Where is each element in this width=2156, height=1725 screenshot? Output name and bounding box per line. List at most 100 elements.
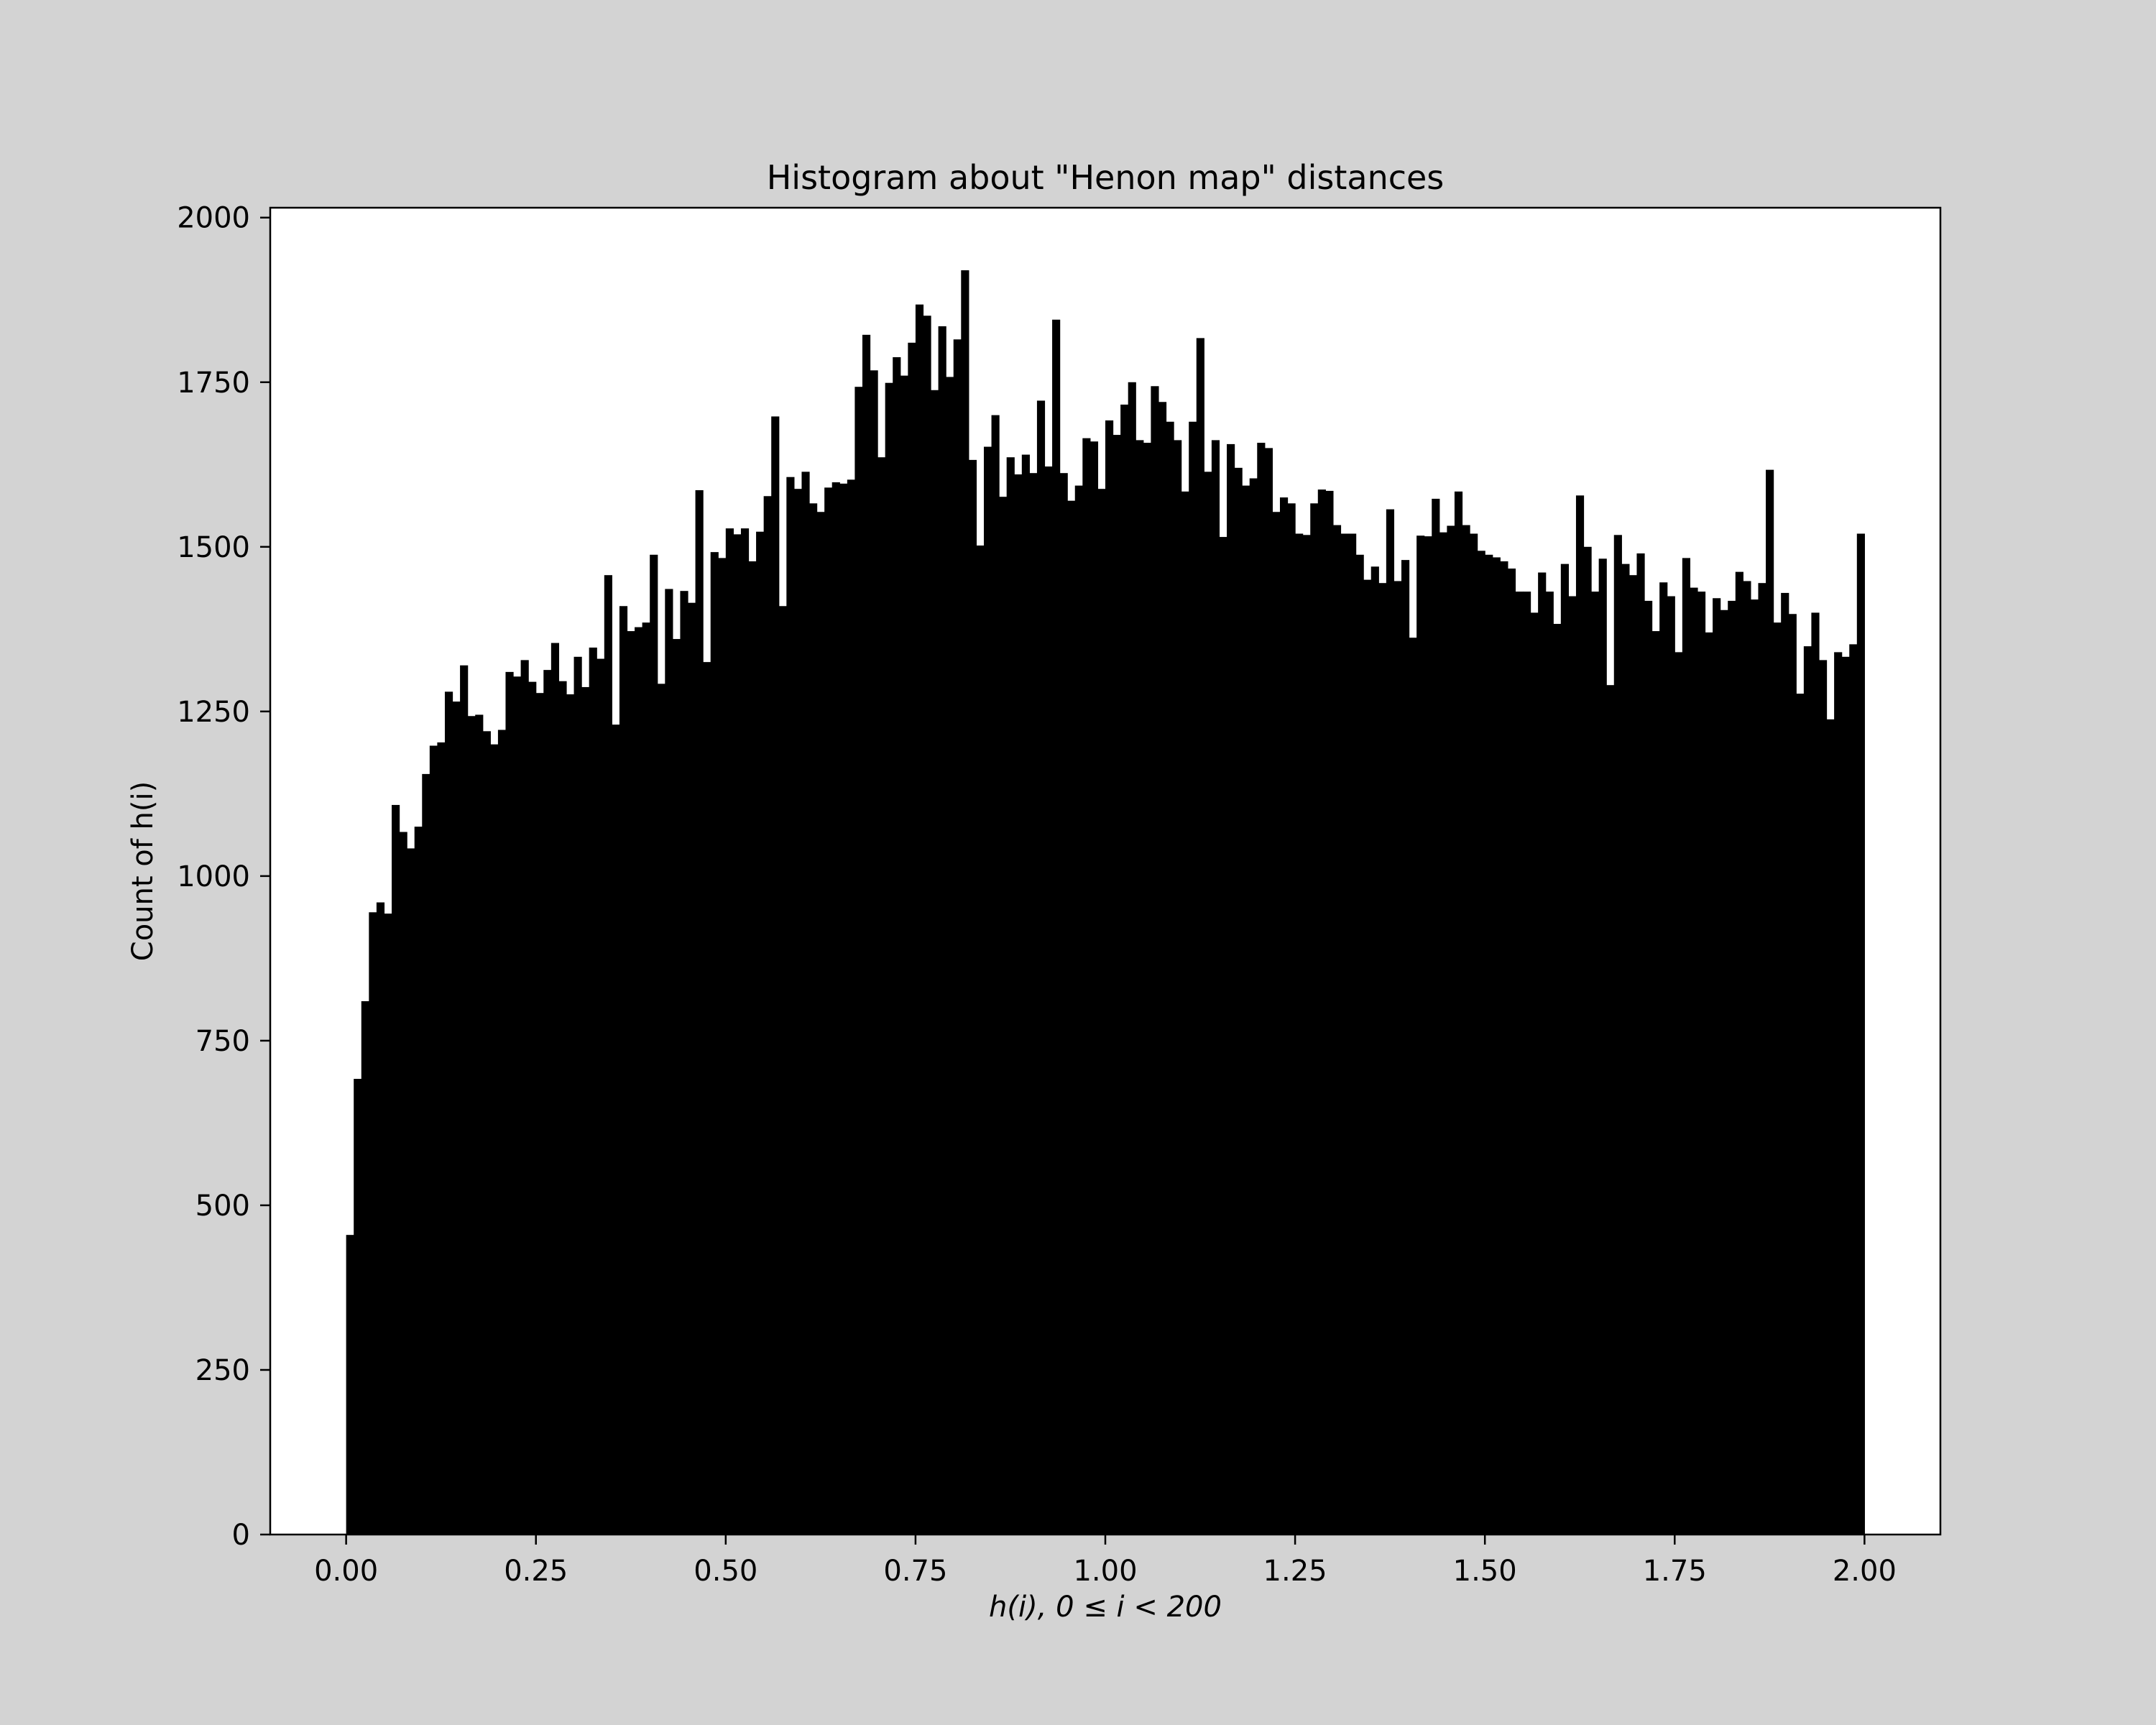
histogram-bar	[429, 745, 438, 1535]
histogram-bar	[467, 716, 476, 1535]
histogram-bar	[839, 483, 848, 1535]
histogram-bar	[490, 744, 499, 1535]
histogram-bar	[725, 528, 734, 1535]
y-tick-label: 250	[195, 1354, 250, 1387]
histogram-bar	[414, 827, 423, 1535]
histogram-bar	[1227, 443, 1235, 1535]
histogram-bar	[1447, 525, 1455, 1535]
histogram-bar	[1439, 532, 1447, 1535]
histogram-bar	[938, 326, 946, 1535]
histogram-bar	[1105, 420, 1114, 1535]
histogram-bar	[612, 724, 620, 1535]
histogram-bar	[1189, 421, 1197, 1535]
histogram-bar	[460, 665, 469, 1535]
histogram-bar	[1515, 592, 1524, 1535]
histogram-bar	[793, 489, 803, 1535]
histogram-bar	[354, 1079, 362, 1535]
histogram-bar	[1613, 535, 1622, 1535]
histogram-bar	[1174, 440, 1182, 1535]
histogram-bar	[1841, 656, 1850, 1535]
histogram-bar	[1834, 652, 1843, 1535]
y-tick-label: 750	[195, 1025, 250, 1058]
histogram-bar	[1713, 598, 1721, 1535]
histogram-bar	[893, 356, 901, 1535]
histogram-bar	[1690, 587, 1698, 1535]
histogram-bar	[1432, 498, 1440, 1535]
histogram-bar	[1530, 612, 1539, 1535]
y-tick-label: 1500	[177, 531, 250, 564]
histogram-bar	[1120, 404, 1129, 1535]
histogram-bar	[1158, 402, 1167, 1535]
histogram-bar	[1097, 489, 1106, 1535]
histogram-bar	[1355, 554, 1364, 1535]
histogram-bar	[1856, 533, 1865, 1535]
histogram-bar	[1818, 660, 1828, 1535]
histogram-bar	[1151, 386, 1159, 1535]
histogram-bar	[1181, 491, 1189, 1535]
histogram-bar	[1378, 583, 1387, 1535]
histogram-bar	[1409, 638, 1417, 1535]
histogram-bar	[482, 731, 491, 1535]
histogram-bar	[1644, 600, 1653, 1535]
histogram-bar	[1682, 558, 1690, 1535]
histogram-bar	[1454, 491, 1463, 1535]
histogram-bar	[1500, 561, 1508, 1535]
histogram-bar	[1295, 533, 1304, 1535]
histogram-bar	[946, 377, 954, 1535]
histogram-bar	[497, 730, 507, 1535]
histogram-bar	[1196, 338, 1204, 1535]
x-tick-label: 1.75	[1643, 1555, 1707, 1588]
histogram-bar	[991, 415, 1000, 1535]
histogram-bar	[604, 575, 612, 1535]
histogram-bar	[1059, 473, 1068, 1535]
histogram-bar	[778, 606, 787, 1535]
histogram-bar	[763, 496, 772, 1535]
histogram-bar	[1317, 489, 1326, 1535]
histogram-bar	[1264, 448, 1273, 1535]
histogram-bar	[1781, 592, 1789, 1535]
histogram-bar	[1485, 554, 1493, 1535]
histogram-bar	[1242, 485, 1250, 1535]
y-tick-label: 2000	[177, 202, 250, 235]
histogram-bar	[399, 832, 407, 1535]
histogram-bar	[596, 658, 605, 1535]
histogram-bar	[1014, 474, 1023, 1535]
histogram-bar	[847, 479, 855, 1535]
histogram-bar	[505, 671, 514, 1535]
histogram-bar	[1082, 438, 1091, 1535]
histogram-bar	[1021, 454, 1030, 1535]
x-tick-label: 1.25	[1263, 1555, 1327, 1588]
histogram-bar	[831, 482, 840, 1535]
histogram-bar	[672, 639, 681, 1535]
histogram-bar	[1492, 557, 1501, 1535]
histogram-bar	[710, 552, 719, 1535]
histogram-bar	[1811, 612, 1820, 1535]
histogram-bar	[1849, 644, 1858, 1535]
histogram-bar	[1029, 473, 1038, 1535]
histogram-bar	[627, 631, 635, 1535]
histogram-bar	[877, 457, 886, 1535]
histogram-bar	[695, 490, 704, 1535]
histogram-bar	[1363, 579, 1372, 1535]
histogram-bar	[1606, 685, 1615, 1535]
histogram-bar	[535, 693, 544, 1535]
histogram-bar	[1006, 457, 1015, 1535]
histogram-bar	[1667, 596, 1675, 1535]
histogram-bar	[1735, 571, 1743, 1535]
histogram-bar	[771, 416, 780, 1535]
histogram-bar	[824, 487, 833, 1535]
histogram-bar	[983, 446, 992, 1535]
chart-title: Histogram about "Henon map" distances	[767, 158, 1445, 197]
histogram-bar	[908, 342, 916, 1535]
histogram-bar	[1462, 525, 1470, 1535]
histogram-bar	[1416, 535, 1425, 1535]
histogram-bar	[1560, 564, 1569, 1535]
histogram-bar	[1128, 382, 1136, 1535]
x-tick-label: 0.50	[694, 1555, 757, 1588]
histogram-bar	[619, 606, 628, 1535]
histogram-bar	[475, 714, 484, 1535]
histogram-bar	[1659, 582, 1668, 1535]
histogram-bar	[657, 684, 665, 1535]
histogram-bar	[931, 390, 939, 1535]
